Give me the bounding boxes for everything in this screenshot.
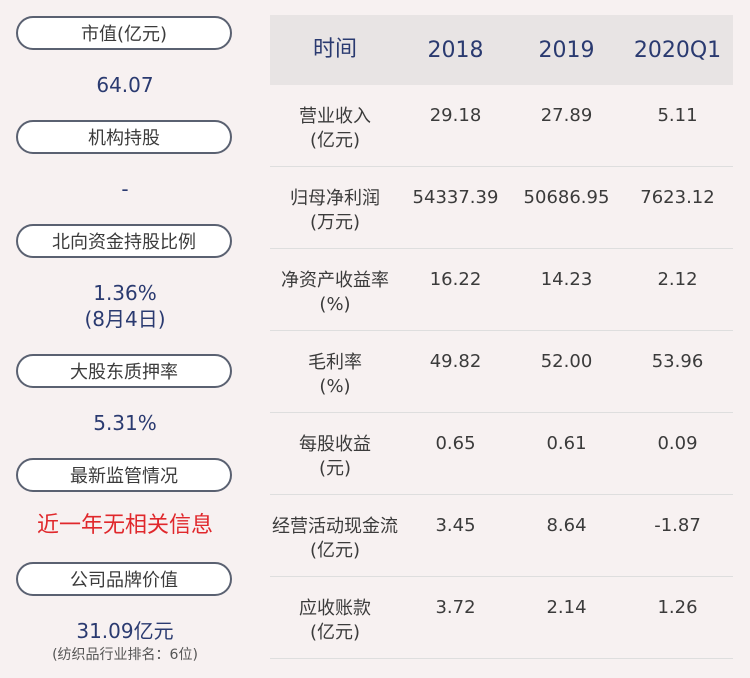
pledge-ratio-label-text: 大股东质押率: [70, 362, 178, 383]
brand-rank-note: (纺织品行业排名：6位): [52, 647, 198, 663]
cell-2018: 3.72: [435, 597, 476, 618]
cell-2020q1: 2.12: [657, 269, 698, 290]
row-name: 应收账款: [299, 598, 371, 619]
northbound-holding-label-text: 北向资金持股比例: [52, 232, 196, 253]
cell-2019: 27.89: [540, 105, 593, 126]
row-unit: (亿元): [309, 130, 361, 151]
row-name: 归母净利润: [290, 188, 380, 209]
table-row: 归母净利润 (万元) 54337.39 50686.95 7623.12: [270, 167, 733, 249]
header-2020q1: 2020Q1: [633, 37, 722, 63]
cell-2020q1: 1.26: [657, 597, 698, 618]
row-unit: (%): [319, 294, 351, 315]
cell-2020q1: -1.87: [654, 515, 701, 536]
row-name: 经营活动现金流: [272, 516, 398, 537]
market-cap-label: 市值(亿元): [16, 16, 232, 50]
row-label: 营业收入 (亿元): [270, 85, 400, 153]
cell-2019: 8.64: [546, 515, 587, 536]
table-row: 净资产收益率 (%) 16.22 14.23 2.12: [270, 249, 733, 331]
row-label: 净资产收益率 (%): [270, 249, 400, 317]
row-name: 每股收益: [299, 434, 371, 455]
regulatory-status-label: 最新监管情况: [16, 458, 232, 492]
cell-2019: 0.61: [546, 433, 587, 454]
header-2018: 2018: [427, 37, 484, 63]
cell-2018: 0.65: [435, 433, 476, 454]
brand-value-value: 31.09亿元: [76, 619, 174, 643]
brand-value-label: 公司品牌价值: [16, 562, 232, 596]
market-cap-value: 64.07: [96, 73, 154, 97]
cell-2018: 49.82: [429, 351, 482, 372]
table-row: 每股收益 (元) 0.65 0.61 0.09: [270, 413, 733, 495]
row-name: 净资产收益率: [281, 270, 389, 291]
table-row: 经营活动现金流 (亿元) 3.45 8.64 -1.87: [270, 495, 733, 577]
row-label: 应收账款 (亿元): [270, 577, 400, 645]
row-label: 归母净利润 (万元): [270, 167, 400, 235]
northbound-holding-value: 1.36%: [93, 281, 157, 305]
row-unit: (元): [318, 458, 352, 479]
header-time: 时间: [312, 37, 357, 62]
cell-2020q1: 7623.12: [640, 187, 715, 208]
row-label: 毛利率 (%): [270, 331, 400, 399]
row-unit: (万元): [309, 212, 361, 233]
cell-2019: 14.23: [540, 269, 593, 290]
row-name: 毛利率: [308, 352, 362, 373]
institutional-holding-label-text: 机构持股: [88, 128, 160, 149]
row-label: 每股收益 (元): [270, 413, 400, 481]
cell-2020q1: 5.11: [657, 105, 698, 126]
pledge-ratio-label: 大股东质押率: [16, 354, 232, 388]
institutional-holding-label: 机构持股: [16, 120, 232, 154]
row-unit: (%): [319, 376, 351, 397]
northbound-holding-label: 北向资金持股比例: [16, 224, 232, 258]
header-2019: 2019: [538, 37, 595, 63]
cell-2018: 16.22: [429, 269, 482, 290]
cell-2019: 50686.95: [523, 187, 610, 208]
market-cap-label-text: 市值(亿元): [80, 24, 168, 45]
table-row: 营业收入 (亿元) 29.18 27.89 5.11: [270, 85, 733, 167]
table-header: 时间 2018 2019 2020Q1: [270, 15, 733, 85]
row-label: 经营活动现金流 (亿元): [270, 495, 400, 563]
cell-2019: 52.00: [540, 351, 593, 372]
brand-value-label-text: 公司品牌价值: [70, 570, 178, 591]
cell-2018: 3.45: [435, 515, 476, 536]
row-unit: (亿元): [309, 540, 361, 561]
northbound-holding-date: (8月4日): [84, 307, 166, 331]
financials-table: 时间 2018 2019 2020Q1 营业收入 (亿元) 29.18 27.89…: [270, 15, 733, 659]
pledge-ratio-value: 5.31%: [93, 411, 157, 435]
institutional-holding-value: -: [121, 177, 129, 201]
row-unit: (亿元): [309, 622, 361, 643]
row-name: 营业收入: [299, 106, 371, 127]
table-row: 毛利率 (%) 49.82 52.00 53.96: [270, 331, 733, 413]
cell-2020q1: 0.09: [657, 433, 698, 454]
table-row: 应收账款 (亿元) 3.72 2.14 1.26: [270, 577, 733, 659]
cell-2018: 29.18: [429, 105, 482, 126]
cell-2019: 2.14: [546, 597, 587, 618]
cell-2018: 54337.39: [412, 187, 499, 208]
cell-2020q1: 53.96: [651, 351, 704, 372]
regulatory-status-label-text: 最新监管情况: [70, 466, 178, 487]
regulatory-status-value: 近一年无相关信息: [36, 513, 213, 538]
